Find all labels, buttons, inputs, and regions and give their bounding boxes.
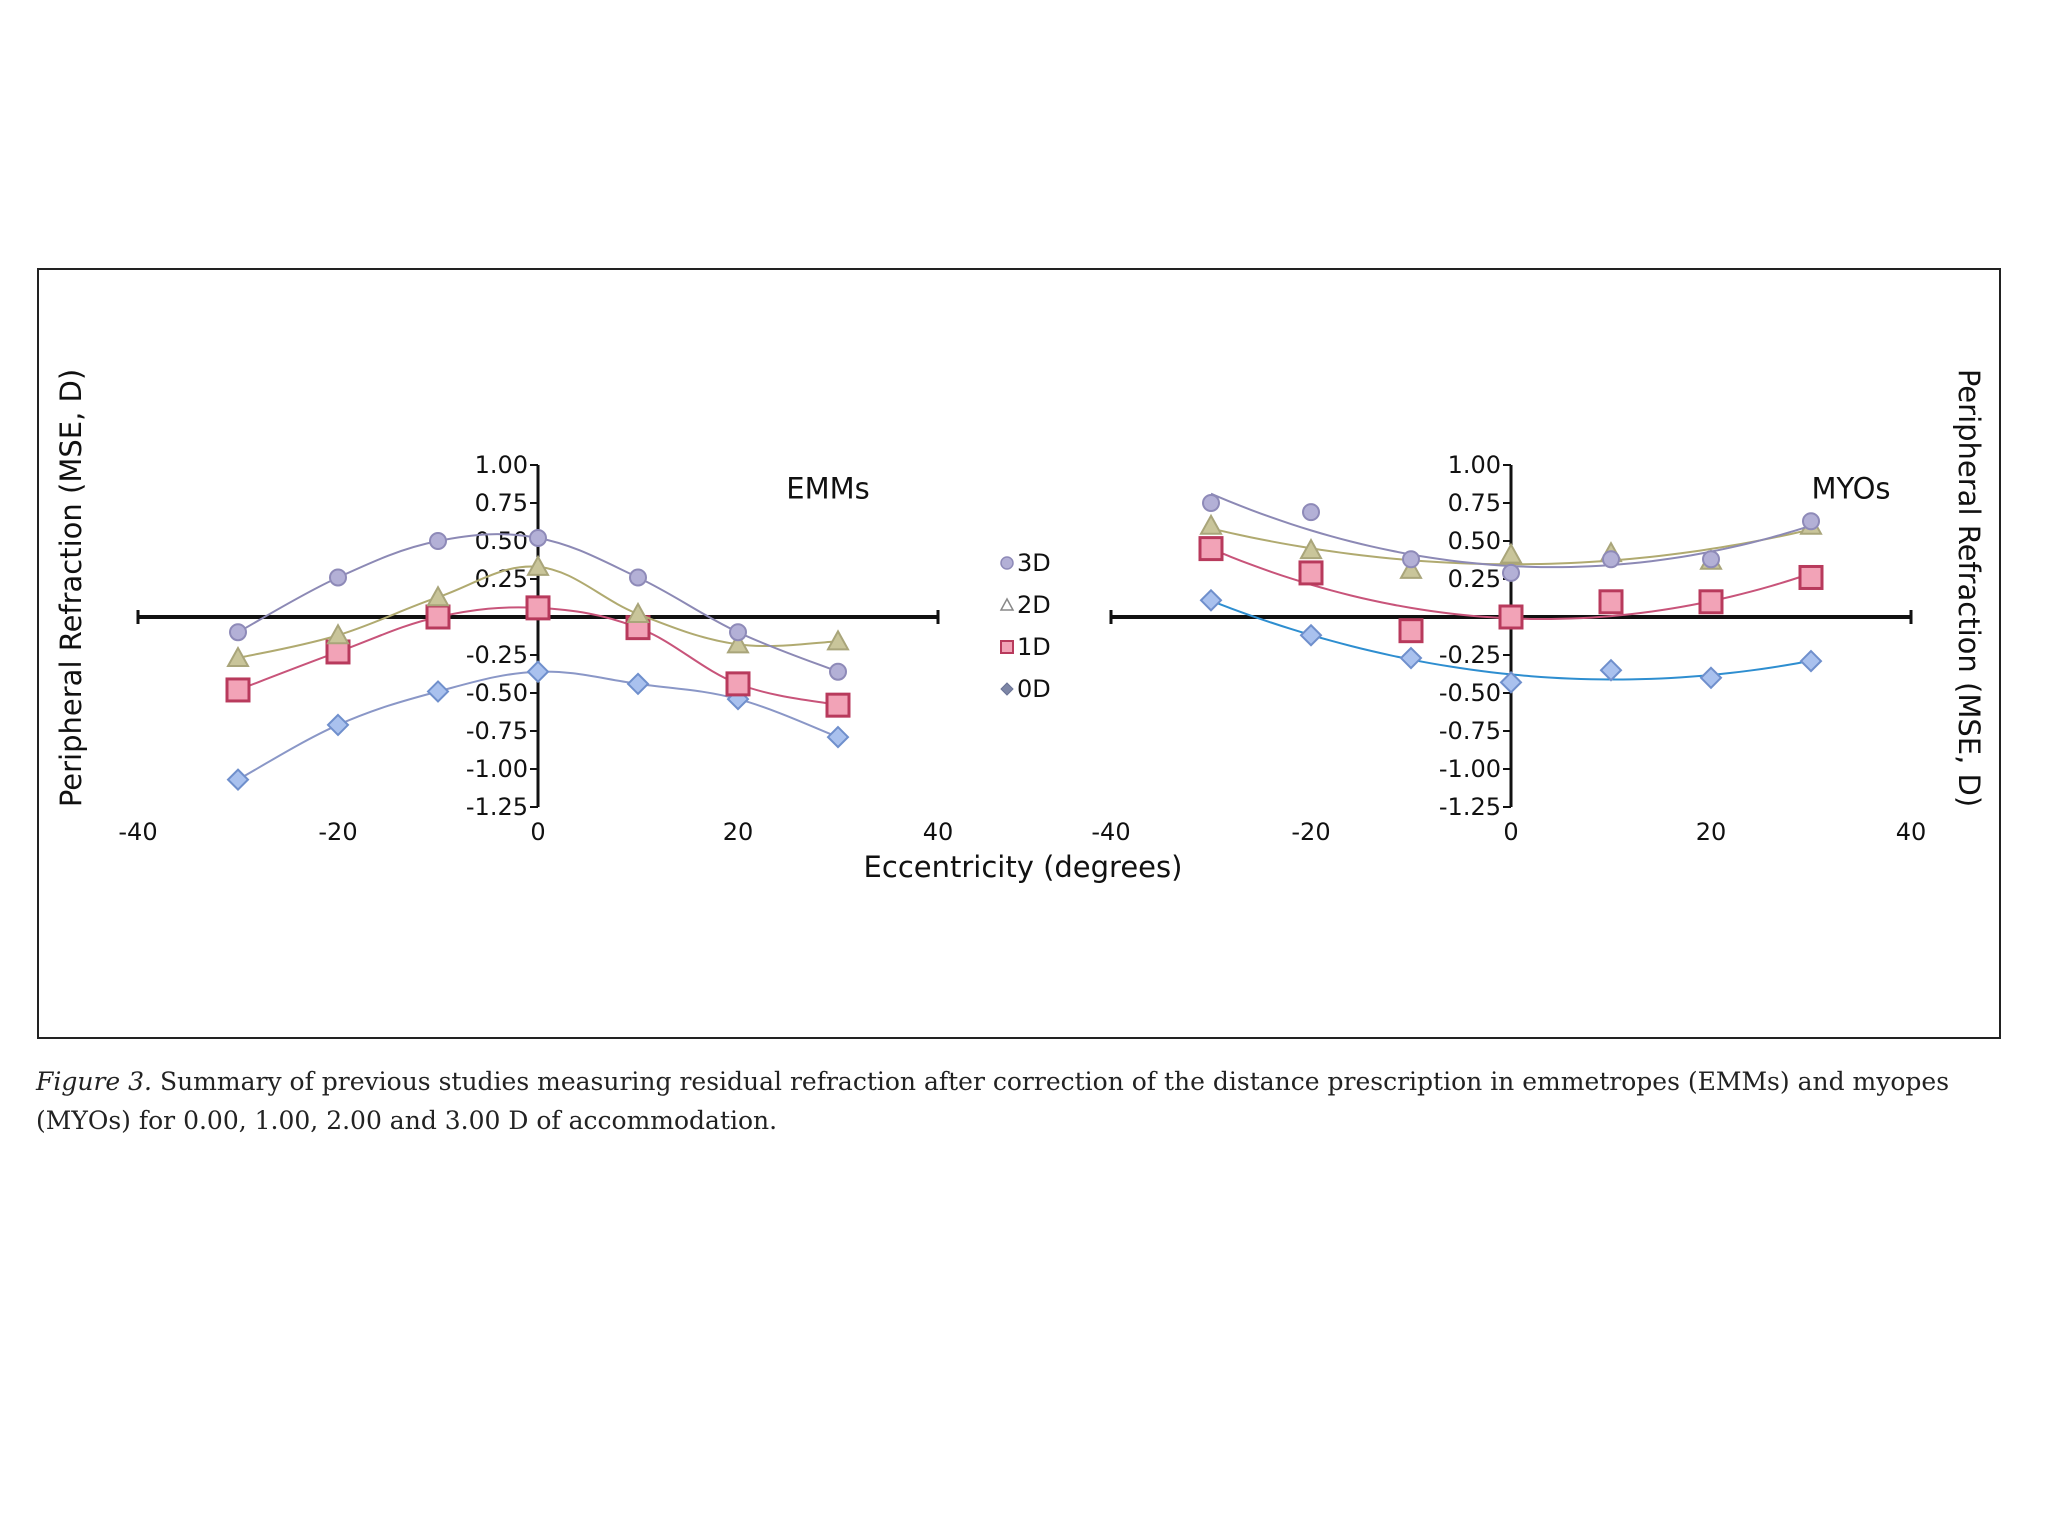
point-1D xyxy=(1498,604,1524,630)
point-2D xyxy=(1299,538,1323,560)
y-tick-label: -1.25 xyxy=(1439,793,1501,821)
point-0D xyxy=(826,725,850,749)
point-3D xyxy=(329,568,347,587)
y-tick-label: -1.00 xyxy=(1439,755,1501,783)
point-1D xyxy=(525,595,551,621)
y-tick-label: -1.25 xyxy=(466,793,528,821)
caption-label: Figure 3. xyxy=(36,1067,152,1096)
point-1D xyxy=(1598,589,1624,615)
legend-marker-3D xyxy=(1000,556,1014,570)
point-0D xyxy=(1699,666,1723,690)
point-2D xyxy=(226,645,250,668)
point-3D xyxy=(429,532,447,550)
point-1D xyxy=(325,639,351,665)
point-1D xyxy=(1198,536,1224,562)
point-2D xyxy=(1199,513,1223,535)
emm-panel: 1.000.750.500.25-0.25-0.50-0.75-1.00-1.2… xyxy=(118,451,953,846)
point-3D xyxy=(229,623,247,642)
point-1D xyxy=(425,604,451,630)
y-tick-label: -0.25 xyxy=(466,641,528,669)
point-2D xyxy=(726,632,750,654)
y-tick-label: 0.75 xyxy=(475,489,528,517)
point-2D xyxy=(826,629,850,651)
point-3D xyxy=(1602,550,1620,569)
point-1D xyxy=(1398,618,1424,644)
point-2D xyxy=(326,623,350,645)
legend: 3D 2D 1D 0D xyxy=(999,549,1051,703)
y-tick-label: -0.25 xyxy=(1439,641,1501,669)
point-1D xyxy=(725,671,751,697)
point-0D xyxy=(1599,658,1623,682)
y-tick-label: -0.50 xyxy=(1439,679,1501,707)
point-0D xyxy=(1199,588,1223,612)
point-3D xyxy=(1802,512,1820,531)
point-0D xyxy=(526,660,550,684)
legend-marker-0D xyxy=(1000,682,1014,696)
figure-frame: 1.00 0.75 0.50 0.25 -0.25 -0.50 -0.75 -1.00 -1.2… xyxy=(37,268,2001,1039)
point-3D xyxy=(829,662,847,681)
legend-label-1D: 1D xyxy=(1017,633,1051,661)
point-1D xyxy=(1698,589,1724,615)
y-tick-label: 1.00 xyxy=(475,451,528,479)
point-3D xyxy=(629,568,647,587)
point-2D xyxy=(526,554,550,576)
point-1D xyxy=(1798,564,1824,590)
point-0D xyxy=(226,768,250,792)
point-3D xyxy=(729,623,747,642)
point-2D xyxy=(426,585,450,607)
myo-panel: 1.00 0.75 0.50 0.25 -0.25 -0.50 -0.75 -1.00 -1.2… xyxy=(1091,451,1926,846)
y-axis-label-right: Peripheral Refraction (MSE, D) xyxy=(1952,369,1986,807)
x-tick-label: -20 xyxy=(1291,818,1330,846)
point-2D xyxy=(1499,542,1523,564)
x-tick-label: 20 xyxy=(1696,818,1727,846)
x-tick-label: -20 xyxy=(318,818,357,846)
x-tick-label: 0 xyxy=(530,818,545,846)
y-tick-label: 0.75 xyxy=(1448,489,1501,517)
point-0D xyxy=(626,672,650,696)
point-0D xyxy=(426,680,450,703)
panel-label: EMMs xyxy=(786,471,869,505)
point-0D xyxy=(1499,670,1523,694)
x-tick-label: 40 xyxy=(923,818,954,846)
y-tick-label: 1.00 xyxy=(1448,451,1501,479)
point-3D xyxy=(1702,550,1720,569)
point-0D xyxy=(1399,646,1423,670)
x-tick-label: -40 xyxy=(1091,818,1130,846)
figure-caption: Figure 3. Summary of previous studies me… xyxy=(36,1062,2011,1140)
chart: 1.00 0.75 0.50 0.25 -0.25 -0.50 -0.75 -1.00 -1.2… xyxy=(54,369,1986,884)
point-3D xyxy=(1402,550,1420,569)
y-tick-label: -0.75 xyxy=(1439,717,1501,745)
legend-label-3D: 3D xyxy=(1017,549,1051,577)
x-axis-label: Eccentricity (degrees) xyxy=(864,850,1183,884)
caption-text: Summary of previous studies measuring re… xyxy=(36,1067,1950,1135)
point-1D xyxy=(225,677,251,703)
point-1D xyxy=(825,692,851,718)
y-tick-label: -1.00 xyxy=(466,755,528,783)
legend-label-2D: 2D xyxy=(1017,591,1051,619)
point-3D xyxy=(1302,503,1320,522)
point-3D xyxy=(1202,494,1220,512)
y-tick-label: 0.50 xyxy=(1448,527,1501,555)
point-2D xyxy=(626,601,650,623)
point-0D xyxy=(326,713,350,737)
x-tick-label: 20 xyxy=(723,818,754,846)
point-3D xyxy=(1502,563,1520,582)
x-tick-label: -40 xyxy=(118,818,157,846)
y-tick-label: -0.50 xyxy=(466,679,528,707)
point-0D xyxy=(1299,623,1323,647)
x-tick-label: 40 xyxy=(1896,818,1927,846)
legend-marker-2D xyxy=(999,597,1015,611)
point-0D xyxy=(1799,649,1823,673)
y-tick-label: -0.75 xyxy=(466,717,528,745)
y-tick-label: 0.50 xyxy=(475,527,528,555)
y-axis-label-left: Peripheral Refraction (MSE, D) xyxy=(54,369,88,807)
point-1D xyxy=(1298,560,1324,586)
x-tick-label: 0 xyxy=(1503,818,1518,846)
panel-label: MYOs xyxy=(1811,471,1890,505)
point-2D xyxy=(1399,557,1423,579)
legend-marker-1D xyxy=(1000,640,1014,654)
y-tick-label: 0.25 xyxy=(1448,565,1501,593)
legend-label-0D: 0D xyxy=(1017,675,1051,703)
point-3D xyxy=(529,528,547,547)
